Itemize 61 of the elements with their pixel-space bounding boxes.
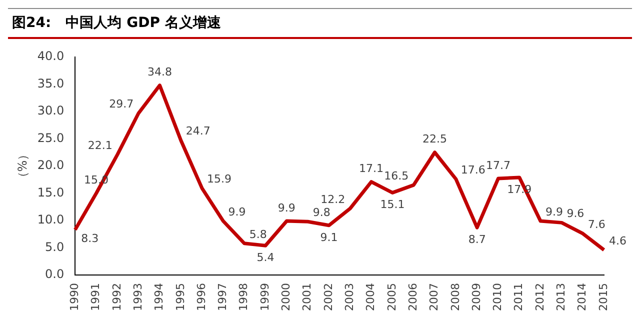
- x-tick-label: 2014: [576, 283, 589, 312]
- data-label: 17.1: [359, 162, 384, 176]
- x-tick-label: 1991: [89, 283, 102, 312]
- data-label: 12.2: [320, 192, 346, 206]
- data-label: 8.3: [81, 232, 99, 246]
- data-label: 9.6: [566, 207, 584, 220]
- y-tick-label: 40.0: [37, 49, 64, 64]
- x-tick-label: 2003: [342, 283, 356, 312]
- y-tick-label: 35.0: [37, 76, 64, 90]
- x-tick-label: 2012: [533, 283, 546, 312]
- x-tick-label: 1996: [194, 283, 208, 312]
- data-label: 9.9: [278, 201, 296, 214]
- data-label: 9.1: [320, 230, 338, 244]
- data-label: 15.1: [380, 198, 405, 212]
- x-tick-label: 1994: [152, 283, 166, 312]
- x-tick-label: 2002: [322, 283, 335, 312]
- chart-title: 图24: 中国人均 GDP 名义增速: [8, 8, 632, 39]
- data-label: 9.9: [546, 205, 564, 218]
- data-label: 15.9: [207, 172, 232, 186]
- data-label: 9.8: [312, 206, 330, 219]
- data-label: 34.8: [147, 66, 172, 79]
- data-label: 22.5: [422, 132, 448, 146]
- data-label: 9.9: [228, 205, 246, 218]
- x-tick-label: 2001: [300, 283, 314, 312]
- data-label: 17.7: [486, 158, 510, 172]
- x-tick-label: 2015: [596, 283, 610, 312]
- x-tick-label: 2011: [512, 283, 526, 312]
- data-label: 4.6: [609, 234, 626, 248]
- x-tick-label: 2000: [280, 283, 293, 312]
- x-tick-label: 2006: [406, 283, 420, 312]
- x-tick-label: 1990: [68, 283, 81, 312]
- y-axis-title: （%）: [15, 148, 30, 184]
- x-tick-label: 2013: [554, 283, 568, 312]
- x-tick-label: 2008: [448, 283, 462, 312]
- x-tick-label: 1995: [174, 283, 187, 312]
- y-tick-label: 20.0: [37, 158, 64, 172]
- x-tick-label: 2004: [364, 283, 378, 312]
- data-label: 7.6: [588, 218, 606, 231]
- x-tick-label: 1992: [110, 283, 124, 312]
- data-label: 22.1: [88, 138, 112, 152]
- y-tick-label: 5.0: [45, 240, 64, 254]
- x-tick-label: 2010: [491, 283, 504, 312]
- x-tick-label: 2009: [470, 283, 483, 312]
- x-tick-label: 2005: [385, 283, 398, 312]
- x-tick-label: 1999: [258, 283, 272, 312]
- y-tick-label: 30.0: [37, 104, 64, 118]
- data-label: 5.8: [249, 228, 267, 241]
- data-label: 16.5: [384, 169, 409, 182]
- y-tick-label: 15.0: [37, 185, 64, 200]
- y-tick-label: 0.0: [45, 267, 64, 282]
- data-label: 17.6: [460, 163, 486, 176]
- x-tick-label: 2007: [428, 283, 441, 312]
- data-label: 24.7: [186, 124, 210, 138]
- y-tick-label: 25.0: [37, 130, 64, 145]
- data-label: 8.7: [468, 232, 486, 246]
- x-tick-label: 1997: [216, 283, 230, 312]
- y-tick-label: 10.0: [37, 212, 64, 227]
- x-tick-label: 1998: [237, 283, 250, 312]
- x-tick-label: 1993: [131, 283, 144, 312]
- data-label: 29.7: [109, 97, 134, 110]
- data-label: 5.4: [256, 250, 274, 264]
